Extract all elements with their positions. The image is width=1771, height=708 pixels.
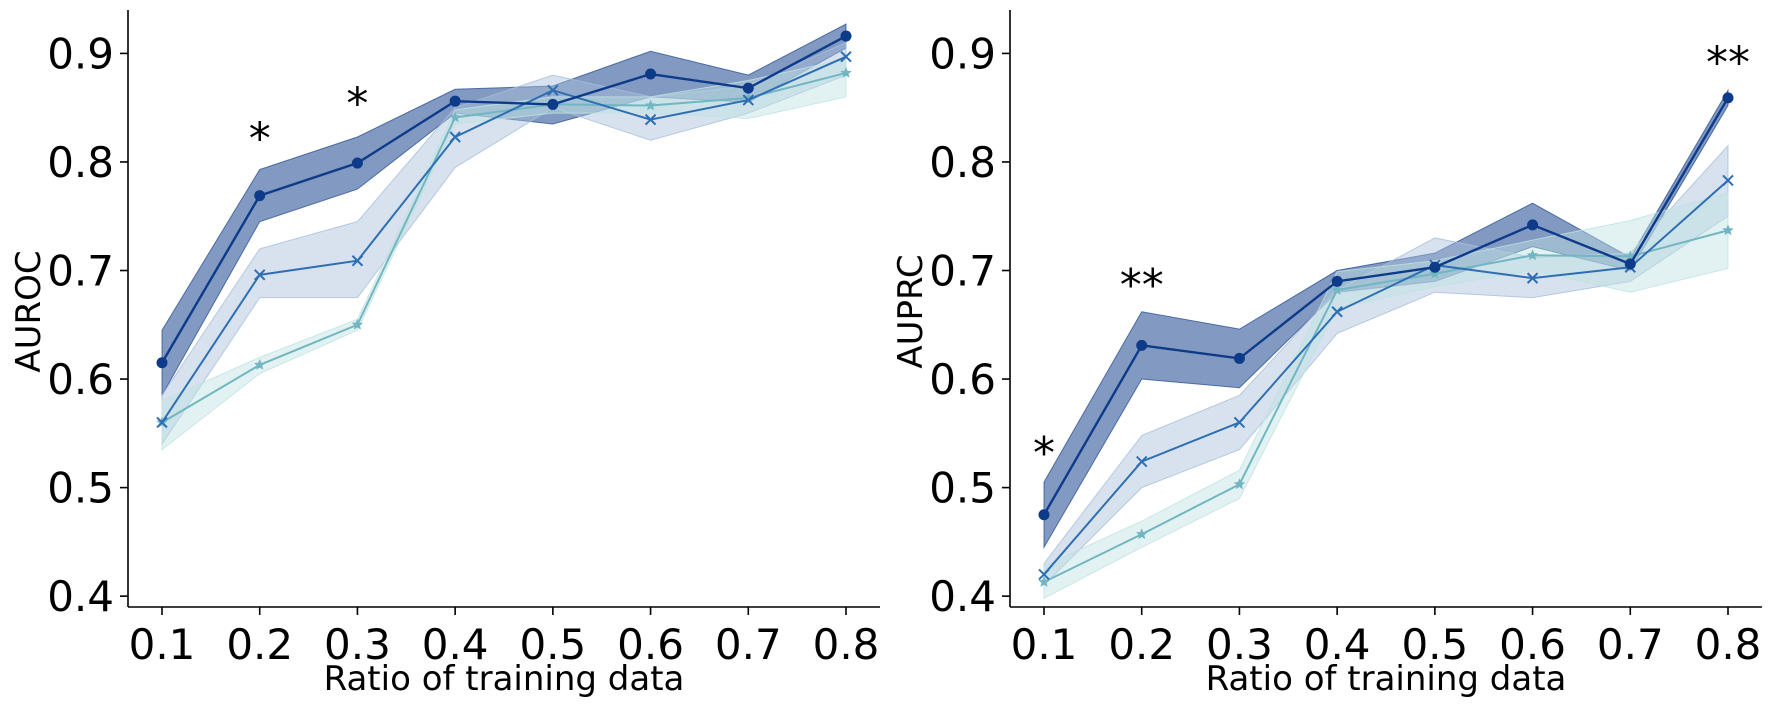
y-tick-label: 0.7	[929, 247, 996, 296]
x-tick-label: 0.3	[1206, 620, 1273, 669]
series-2-point	[1136, 455, 1148, 468]
series-3-point	[254, 358, 266, 370]
series-2-line	[161, 55, 847, 424]
series-2-line	[1043, 179, 1729, 576]
series-3-point	[1429, 267, 1441, 279]
y-axis-label: AUPRC	[891, 254, 931, 368]
auprc-panel: 0.4 0.5 0.6 0.7 0.8 0.9 0.1 0.2 0.3 0.4 0.5 0.6 0.7 0…	[891, 10, 1762, 699]
y-tick-label: 0.6	[47, 355, 114, 404]
x-tick-label: 0.7	[1597, 620, 1664, 669]
series-1-line	[1042, 97, 1730, 516]
x-tick-label: 0.2	[226, 620, 293, 669]
series-3-point	[1722, 224, 1734, 236]
series-1-band	[1043, 88, 1729, 550]
y-tick-label: 0.4	[929, 572, 996, 621]
series-2-point	[351, 255, 364, 267]
series-3-point	[1331, 284, 1343, 295]
series-1-point	[1038, 509, 1050, 521]
series-3-band	[1043, 191, 1729, 600]
x-tick-label: 0.1	[1011, 620, 1078, 669]
series-2-point	[547, 84, 559, 97]
significance-marker: *	[346, 79, 368, 130]
x-tick-label: 0.4	[1304, 620, 1371, 669]
series-3-point	[449, 111, 461, 123]
auroc-panel: 0.4 0.5 0.6 0.7 0.8 0.9 0.1 0.2 0.3 0.4 0.5 0.6 0.7 0…	[9, 10, 880, 699]
series-3-point	[1136, 528, 1148, 540]
series-3-point	[840, 66, 852, 78]
x-tick-label: 0.6	[617, 620, 684, 669]
series-3-point	[351, 318, 364, 330]
series-2-point	[644, 113, 657, 126]
series-1-line	[160, 34, 847, 364]
series-2-point	[1526, 272, 1539, 284]
x-tick-label: 0.8	[1695, 620, 1762, 669]
series-2-point	[1722, 174, 1734, 187]
series-1-point	[1136, 339, 1148, 351]
series-1-band	[161, 23, 847, 398]
series-3-point	[1038, 576, 1050, 587]
series-1-point	[645, 68, 657, 80]
y-tick-label: 0.7	[47, 247, 114, 296]
series-1-point	[254, 190, 266, 202]
x-tick-label: 0.7	[715, 620, 782, 669]
x-tick-label: 0.6	[1499, 620, 1566, 669]
y-tick-label: 0.4	[47, 572, 114, 621]
series-1-point	[1429, 261, 1441, 273]
x-axis-label: Ratio of training data	[1206, 659, 1567, 699]
series-2-point	[156, 416, 168, 429]
series-2-point	[1038, 568, 1050, 581]
series-1-point	[1331, 275, 1343, 287]
x-tick-label: 0.5	[519, 620, 586, 669]
series-1-point	[449, 95, 461, 107]
significance-marker: *	[1033, 428, 1055, 479]
x-tick-label: 0.2	[1108, 620, 1175, 669]
x-tick-label: 0.5	[1401, 620, 1468, 669]
series-1-point	[547, 98, 559, 110]
y-tick-label: 0.5	[47, 464, 114, 513]
series-3-point	[1233, 478, 1246, 490]
series-2-point	[742, 94, 754, 106]
series-2-point	[1331, 306, 1343, 318]
series-1-point	[1527, 219, 1539, 231]
x-tick-label: 0.8	[813, 620, 880, 669]
y-tick-label: 0.8	[929, 138, 996, 187]
y-tick-label: 0.9	[929, 29, 996, 78]
series-3-point	[1526, 249, 1539, 261]
series-1-point	[742, 82, 754, 94]
series-1-point	[840, 30, 852, 42]
series-1-point	[1624, 258, 1636, 270]
series-2-point	[840, 50, 852, 63]
series-1-point	[351, 157, 363, 169]
y-tick-label: 0.5	[929, 464, 996, 513]
series-2-point	[254, 269, 266, 281]
significance-marker: *	[249, 113, 271, 164]
y-tick-label: 0.6	[929, 355, 996, 404]
y-tick-label: 0.9	[47, 29, 114, 78]
series-1-point	[1233, 352, 1245, 364]
y-tick-label: 0.8	[47, 138, 114, 187]
series-3-line	[161, 71, 847, 424]
x-tick-label: 0.4	[422, 620, 489, 669]
series-3-point	[644, 99, 657, 111]
series-2-point	[1233, 416, 1246, 429]
x-axis-label: Ratio of training data	[324, 659, 685, 699]
series-1-point	[1722, 92, 1734, 104]
x-tick-label: 0.1	[129, 620, 196, 669]
significance-marker: **	[1120, 260, 1164, 311]
y-axis-label: AUROC	[9, 250, 49, 372]
series-2-point	[449, 131, 461, 143]
x-tick-label: 0.3	[324, 620, 391, 669]
significance-marker: **	[1706, 37, 1750, 88]
series-1-point	[156, 357, 168, 369]
